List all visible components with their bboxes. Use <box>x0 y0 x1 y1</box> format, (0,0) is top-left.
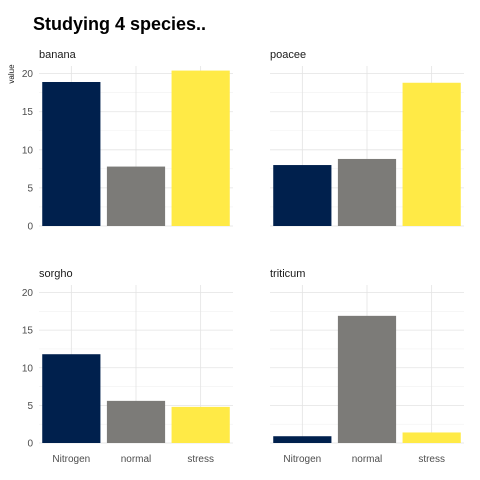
x-tick-label: stress <box>418 454 445 465</box>
bar-sorgho-nitrogen <box>42 354 101 443</box>
facet-label: poacee <box>270 49 306 61</box>
facet-panel-poacee: poacee <box>270 49 464 227</box>
y-tick-label: 0 <box>27 439 33 450</box>
y-tick-label: 5 <box>27 183 33 194</box>
bar-sorgho-stress <box>171 406 230 443</box>
facet-label: sorgho <box>39 268 73 280</box>
y-tick-label: 20 <box>22 288 34 299</box>
bar-triticum-stress <box>402 432 461 443</box>
y-tick-label: 15 <box>22 326 34 337</box>
bar-poacee-nitrogen <box>273 165 332 226</box>
x-tick-label: normal <box>352 454 383 465</box>
facet-label: triticum <box>270 268 305 280</box>
facet-panels: banana 0 5 10 15 20 poacee sorgho 0 5 10 15 20 Nitrog… <box>22 49 464 465</box>
bar-poacee-normal <box>337 158 397 226</box>
facet-label: banana <box>39 49 77 61</box>
y-tick-label: 10 <box>22 145 34 156</box>
bar-triticum-normal <box>337 315 397 443</box>
bar-sorgho-normal <box>106 400 166 443</box>
x-tick-label: Nitrogen <box>52 454 90 465</box>
y-tick-label: 15 <box>22 107 34 118</box>
x-tick-label: Nitrogen <box>283 454 321 465</box>
bar-poacee-stress <box>402 82 461 226</box>
y-tick-label: 0 <box>27 222 33 233</box>
bar-banana-stress <box>171 70 230 226</box>
x-tick-label: normal <box>121 454 152 465</box>
y-tick-label: 20 <box>22 69 34 80</box>
y-tick-label: 10 <box>22 363 34 374</box>
bar-banana-normal <box>106 166 166 226</box>
y-tick-label: 5 <box>27 401 33 412</box>
y-axis-title: value <box>7 64 16 84</box>
bar-triticum-nitrogen <box>273 436 332 443</box>
chart-title: Studying 4 species.. <box>33 14 206 34</box>
x-tick-label: stress <box>187 454 214 465</box>
bar-banana-nitrogen <box>42 82 101 226</box>
facet-panel-banana: banana 0 5 10 15 20 <box>22 49 233 233</box>
facet-panel-sorgho: sorgho 0 5 10 15 20 Nitrogen normal stress <box>22 268 233 465</box>
facet-panel-triticum: triticum Nitrogen normal stress <box>270 268 464 465</box>
